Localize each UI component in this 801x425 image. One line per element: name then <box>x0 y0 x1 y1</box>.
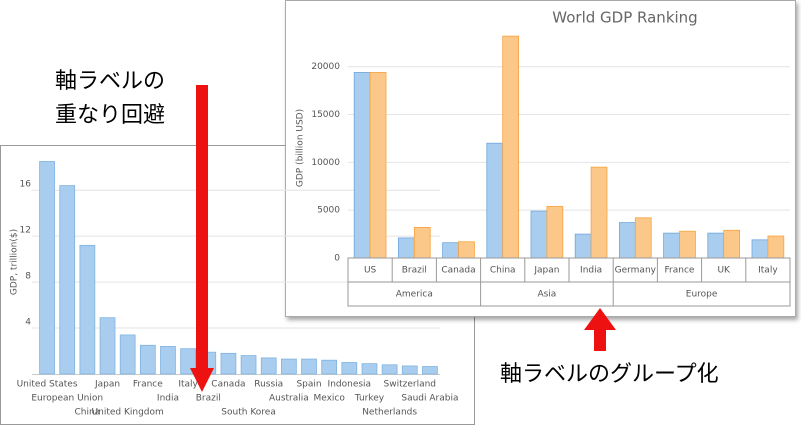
bar <box>119 334 136 375</box>
bar <box>301 358 317 375</box>
annotation: 軸ラベルの <box>55 69 165 94</box>
x-tick-label: India <box>580 266 602 276</box>
y-tick-label: 12 <box>20 226 31 236</box>
x-tick-label: Canada <box>211 380 245 390</box>
bar <box>59 185 76 375</box>
bar <box>618 222 636 259</box>
x-tick-label: Japan <box>94 380 120 390</box>
x-tick-label: Turkey <box>354 394 385 404</box>
x-tick-label: Italy <box>178 380 198 390</box>
bar <box>401 365 418 375</box>
bar <box>260 357 277 375</box>
bar <box>160 346 176 375</box>
left-chart: 4 8 12 16 GDP, trillion($) United States Europ… <box>10 161 458 418</box>
bar <box>281 358 297 375</box>
x-tick-label: France <box>665 266 695 276</box>
annotation: 軸ラベルのグループ化 <box>500 362 719 387</box>
y-tick-label: 4 <box>25 318 31 328</box>
x-tick-label: Russia <box>254 380 283 390</box>
bar <box>707 232 725 259</box>
group-label: America <box>396 290 433 300</box>
x-tick-label: Japan <box>533 266 559 276</box>
x-tick-label: UK <box>717 266 731 276</box>
bar <box>486 142 504 259</box>
bar <box>99 317 116 375</box>
bar <box>723 229 741 259</box>
x-tick-label: Australia <box>269 394 309 404</box>
bar <box>767 235 785 259</box>
bar <box>442 242 459 259</box>
y-axis-title: GDP (billion USD) <box>296 109 306 187</box>
bar <box>663 232 680 259</box>
bar <box>240 355 257 375</box>
y-tick-label: 10000 <box>311 158 340 168</box>
bar <box>180 348 196 375</box>
chart-title: World GDP Ranking <box>552 9 697 27</box>
annotation: 重なり回避 <box>55 103 165 128</box>
x-tick-label: France <box>133 380 163 390</box>
y-axis-title: GDP, trillion($) <box>10 229 20 295</box>
x-tick-label: South Korea <box>221 408 276 418</box>
red-arrow-up <box>584 308 616 351</box>
x-tick-label: Spain <box>296 380 321 390</box>
bar <box>679 230 696 259</box>
bar <box>341 362 358 375</box>
x-tick-label: Netherlands <box>362 408 417 418</box>
y-tick-label: 8 <box>25 272 31 282</box>
bar <box>458 241 475 259</box>
x-tick-label: Mexico <box>313 394 345 404</box>
bar <box>381 364 398 375</box>
bar <box>502 35 520 259</box>
bar <box>530 210 548 259</box>
x-tick-label: United Kingdom <box>92 408 164 418</box>
red-arrow-down <box>190 85 214 392</box>
bar <box>79 244 96 375</box>
right-chart: World GDP Ranking 0 5000 10000 15000 20000 GDP… <box>296 9 791 307</box>
x-tick-label: Indonesia <box>328 380 372 390</box>
x-tick-label: Brazil <box>196 394 221 404</box>
x-tick-label: Germany <box>615 266 657 276</box>
x-tick-label: India <box>157 394 179 404</box>
x-tick-label: China <box>75 408 101 418</box>
x-tick-label: Italy <box>758 266 778 276</box>
x-tick-label: United States <box>17 380 78 390</box>
bar <box>422 366 438 375</box>
bar <box>413 226 431 259</box>
group-label: Asia <box>537 290 556 300</box>
bar <box>361 363 378 375</box>
x-tick-label: China <box>490 266 516 276</box>
bar <box>751 239 769 259</box>
x-tick-label: Saudi Arabia <box>401 394 458 404</box>
x-tick-label: Switzerland <box>384 380 437 390</box>
y-tick-label: 15000 <box>311 110 340 120</box>
bar <box>397 237 415 259</box>
x-tick-label: Canada <box>441 266 475 276</box>
bar <box>321 359 338 375</box>
bar <box>574 233 592 259</box>
bar <box>39 161 55 375</box>
y-tick-label: 5000 <box>317 206 340 216</box>
y-tick-label: 16 <box>20 180 32 190</box>
bar <box>634 217 652 259</box>
x-tick-label: European Union <box>31 394 103 404</box>
bar <box>220 352 237 375</box>
x-tick-label: US <box>364 266 377 276</box>
x-tick-label: Brazil <box>402 266 427 276</box>
bar <box>590 166 608 259</box>
bar <box>369 72 387 259</box>
y-tick-label: 20000 <box>311 62 340 72</box>
bar <box>139 344 156 375</box>
y-tick-label: 0 <box>334 254 340 264</box>
bar <box>546 205 564 259</box>
group-label: Europe <box>686 290 718 300</box>
bar <box>353 72 371 259</box>
